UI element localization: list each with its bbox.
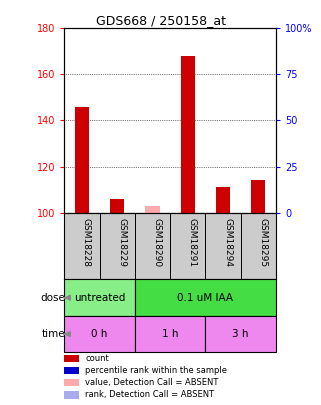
Text: 0.1 uM IAA: 0.1 uM IAA bbox=[178, 293, 233, 303]
Text: GSM18229: GSM18229 bbox=[117, 218, 126, 267]
Bar bbox=[75, 107, 89, 213]
Text: 1 h: 1 h bbox=[162, 329, 178, 339]
Bar bbox=[64, 279, 135, 316]
Text: 0 h: 0 h bbox=[91, 329, 108, 339]
Text: time: time bbox=[41, 329, 65, 339]
Text: GSM18291: GSM18291 bbox=[188, 218, 197, 267]
Text: percentile rank within the sample: percentile rank within the sample bbox=[85, 366, 227, 375]
Text: GSM18295: GSM18295 bbox=[258, 218, 267, 267]
Bar bbox=[135, 316, 205, 352]
Text: 3 h: 3 h bbox=[232, 329, 249, 339]
Bar bbox=[145, 206, 160, 213]
Text: GSM18228: GSM18228 bbox=[82, 218, 91, 267]
Bar bbox=[110, 199, 124, 213]
Bar bbox=[145, 208, 160, 213]
Text: GDS668 / 250158_at: GDS668 / 250158_at bbox=[96, 14, 225, 27]
Text: GSM18294: GSM18294 bbox=[223, 218, 232, 267]
Text: untreated: untreated bbox=[74, 293, 125, 303]
Bar bbox=[181, 56, 195, 213]
Text: GSM18290: GSM18290 bbox=[152, 218, 161, 267]
Text: rank, Detection Call = ABSENT: rank, Detection Call = ABSENT bbox=[85, 390, 214, 399]
Bar bbox=[205, 316, 276, 352]
Text: count: count bbox=[85, 354, 109, 363]
Bar bbox=[64, 316, 135, 352]
Text: value, Detection Call = ABSENT: value, Detection Call = ABSENT bbox=[85, 378, 218, 387]
Bar bbox=[251, 180, 265, 213]
Text: dose: dose bbox=[40, 293, 65, 303]
Bar bbox=[135, 279, 276, 316]
Bar bbox=[216, 187, 230, 213]
